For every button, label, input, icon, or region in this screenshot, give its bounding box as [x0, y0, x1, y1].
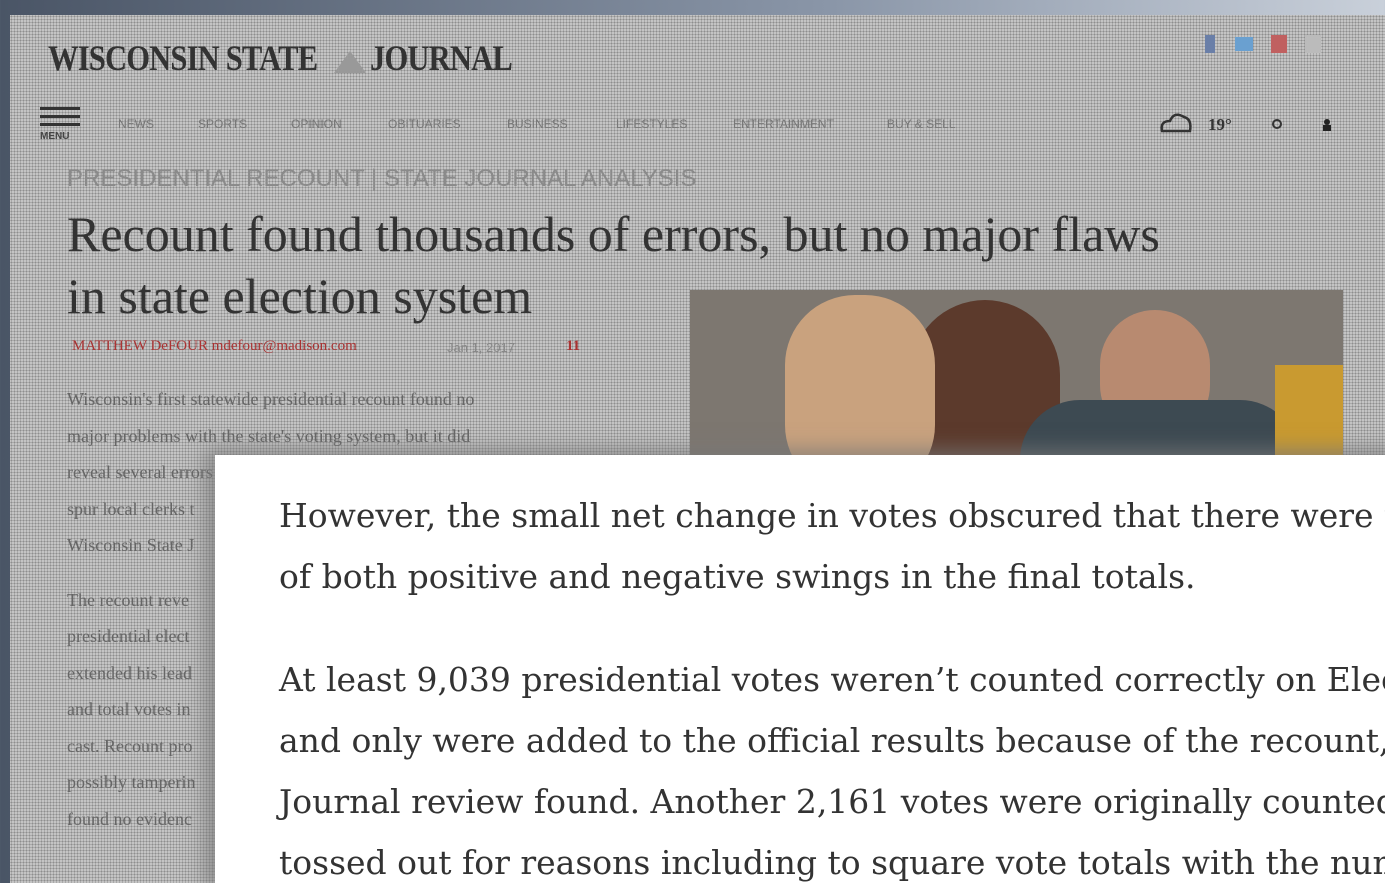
nav-item[interactable]: ENTERTAINMENT [733, 117, 834, 131]
page: WISCONSIN STATE JOURNAL MENU 19° PRESIDE… [0, 0, 1385, 883]
paragraph-line: presidential elect [67, 618, 189, 655]
nav-item[interactable]: NEWS [118, 117, 154, 131]
zoomed-line: At least 9,039 presidential votes weren’… [279, 649, 1385, 710]
paragraph-line: spur local clerks t [67, 491, 194, 528]
temperature: 19° [1208, 115, 1232, 135]
headline: Recount found thousands of errors, but n… [67, 205, 1160, 263]
paragraph-line: The recount reve [67, 582, 189, 619]
comments[interactable]: 11 [566, 338, 580, 355]
logo: WISCONSIN STATE [48, 37, 317, 79]
zoomed-line: and only were added to the official resu… [279, 710, 1385, 771]
paragraph-line: found no evidenc [67, 801, 192, 838]
paragraph-line: Wisconsin's first statewide presidential… [67, 381, 474, 418]
capitol-icon [332, 47, 368, 73]
paragraph-line: and total votes in [67, 691, 190, 728]
paragraph-line: extended his lead [67, 655, 192, 692]
nav-item[interactable]: BUSINESS [507, 117, 568, 131]
zoomed-line: tossed out for reasons including to squa… [279, 832, 1385, 883]
nav-item[interactable]: OPINION [291, 117, 342, 131]
nav-item[interactable]: OBITUARIES [388, 117, 461, 131]
weather-icon [1158, 103, 1198, 137]
article-photo [690, 290, 1343, 468]
zoomed-line: Journal review found. Another 2,161 vote… [279, 771, 1385, 832]
headline: in state election system [67, 267, 532, 325]
date: Jan 1, 2017 [447, 340, 515, 355]
kicker[interactable]: PRESIDENTIAL RECOUNT | STATE JOURNAL ANA… [67, 165, 696, 193]
author[interactable]: MATTHEW DeFOUR mdefour@madison.com [72, 338, 357, 355]
paragraph-line: major problems with the state's voting s… [67, 418, 470, 455]
zoomed-line: However, the small net change in votes o… [279, 485, 1385, 546]
social-icons[interactable] [1205, 33, 1345, 55]
nav-item[interactable]: SPORTS [198, 117, 247, 131]
zoomed-line: of both positive and negative swings in … [279, 546, 1196, 607]
paragraph-line: Wisconsin State J [67, 527, 194, 564]
menu-icon[interactable] [40, 107, 82, 129]
zoom-overlay: However, the small net change in votes o… [215, 455, 1385, 883]
paragraph-line: cast. Recount pro [67, 728, 192, 765]
logo: JOURNAL [370, 37, 512, 79]
paragraph-line: possibly tamperin [67, 764, 196, 801]
menu-label[interactable]: MENU [40, 131, 69, 142]
nav-item[interactable]: BUY & SELL [887, 117, 955, 131]
tool-icons[interactable] [1272, 117, 1342, 133]
nav-item[interactable]: LIFESTYLES [616, 117, 687, 131]
